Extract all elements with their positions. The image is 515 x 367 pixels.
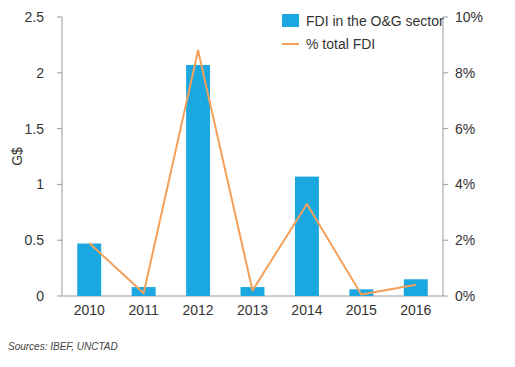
y2-tick — [443, 296, 448, 297]
y2-tick-label: 2% — [455, 232, 475, 248]
bar — [295, 177, 319, 296]
y-tick-label: 0.5 — [25, 232, 45, 248]
y2-tick-label: 4% — [455, 176, 475, 192]
legend-label: % total FDI — [306, 36, 375, 52]
y2-axis — [443, 17, 444, 296]
y2-tick — [443, 128, 448, 129]
y-tick — [57, 72, 62, 73]
y2-tick-label: 8% — [455, 65, 475, 81]
y-tick-label: 1 — [36, 176, 44, 192]
y-tick-label: 0 — [36, 288, 44, 304]
source: Sources: IBEF, UNCTAD — [8, 341, 118, 352]
plot-marks — [77, 50, 428, 296]
x-tick-label: 2016 — [400, 302, 431, 318]
y2-tick-label: 10% — [455, 9, 483, 25]
y2-tick — [443, 184, 448, 185]
bar — [186, 65, 210, 296]
y-tick-label: 2.5 — [25, 9, 45, 25]
y-tick — [57, 17, 62, 18]
y-tick — [57, 184, 62, 185]
x-tick-label: 2014 — [291, 302, 322, 318]
y2-tick-label: 6% — [455, 121, 475, 137]
y-tick — [57, 128, 62, 129]
bar — [404, 279, 428, 296]
y-tick — [57, 240, 62, 241]
y2-tick — [443, 240, 448, 241]
x-tick-label: 2015 — [346, 302, 377, 318]
y-tick-label: 2 — [36, 65, 44, 81]
y-tick — [57, 296, 62, 297]
x-tick-label: 2010 — [74, 302, 105, 318]
y-axis — [62, 17, 63, 296]
y-tick-label: 1.5 — [25, 121, 45, 137]
y-axis-label: G$ — [9, 147, 25, 166]
x-tick-label: 2011 — [129, 302, 159, 318]
line — [89, 50, 416, 294]
legend-swatch — [282, 14, 299, 27]
chart: 0 0.5 1 1.5 2 2.5 0% 2% 4% 6% 8% 10% 2010 2011 2012 201… — [0, 0, 515, 367]
legend-label: FDI in the O&G sector — [306, 13, 444, 29]
x-tick-label: 2013 — [237, 302, 268, 318]
y2-tick-label: 0% — [455, 288, 475, 304]
legend-swatch — [282, 43, 299, 45]
y2-tick — [443, 72, 448, 73]
y2-tick — [443, 17, 448, 18]
x-tick-label: 2012 — [182, 302, 213, 318]
